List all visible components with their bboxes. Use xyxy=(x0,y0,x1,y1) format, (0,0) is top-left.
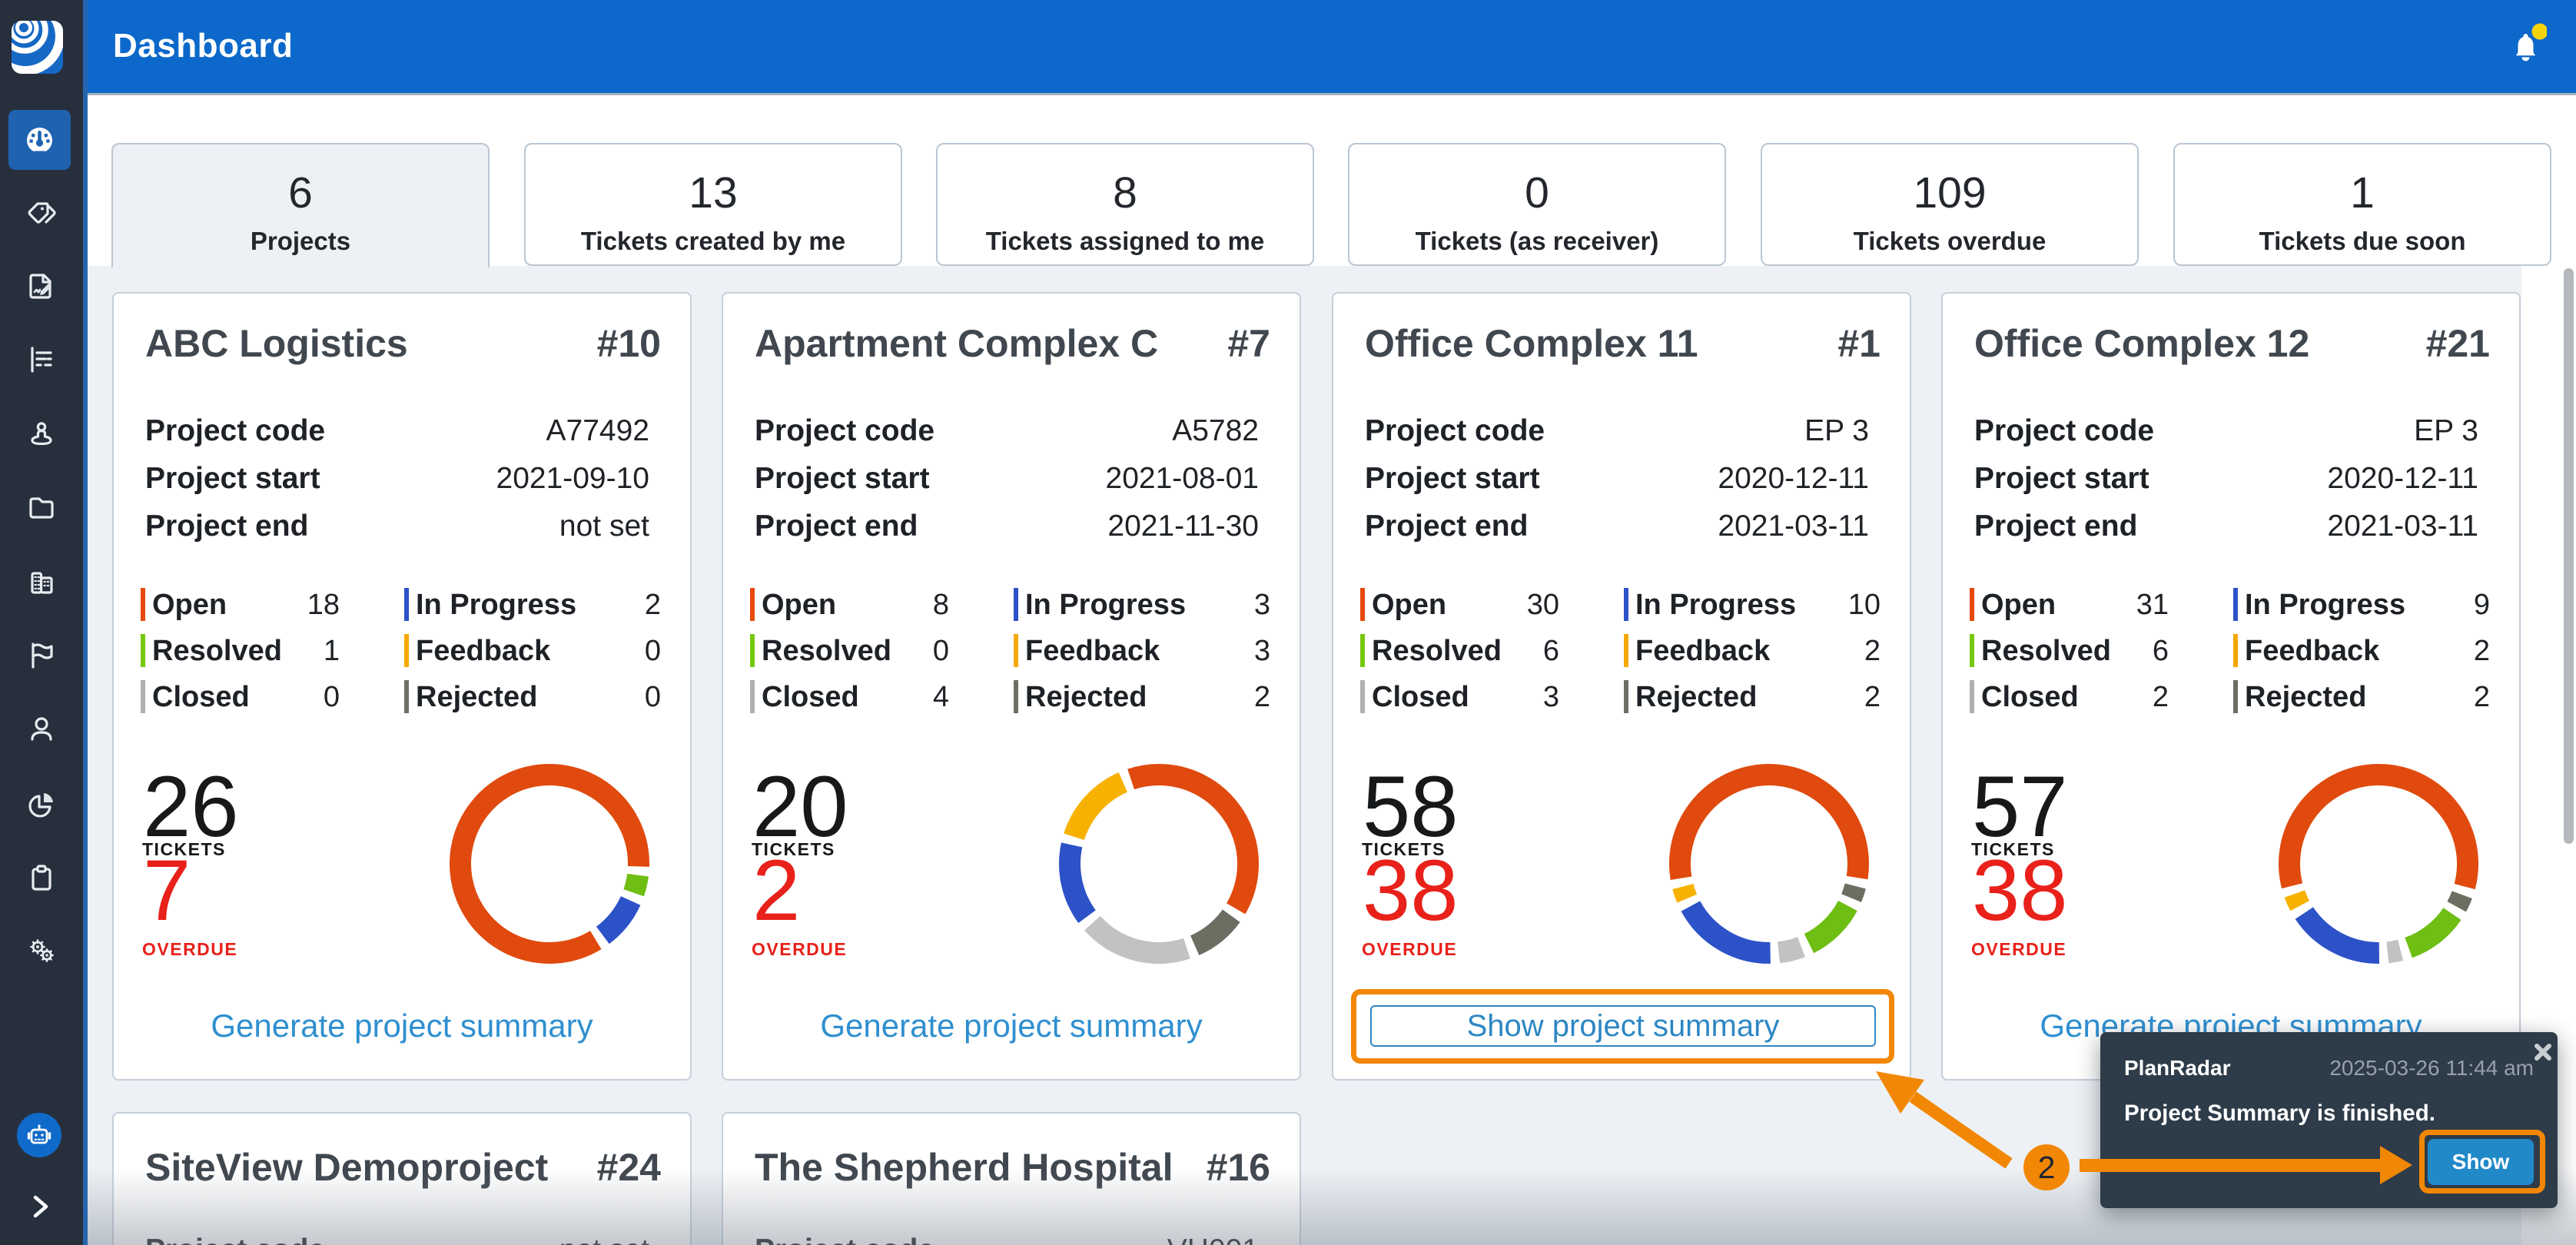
svg-text:2: 2 xyxy=(2038,1150,2056,1185)
